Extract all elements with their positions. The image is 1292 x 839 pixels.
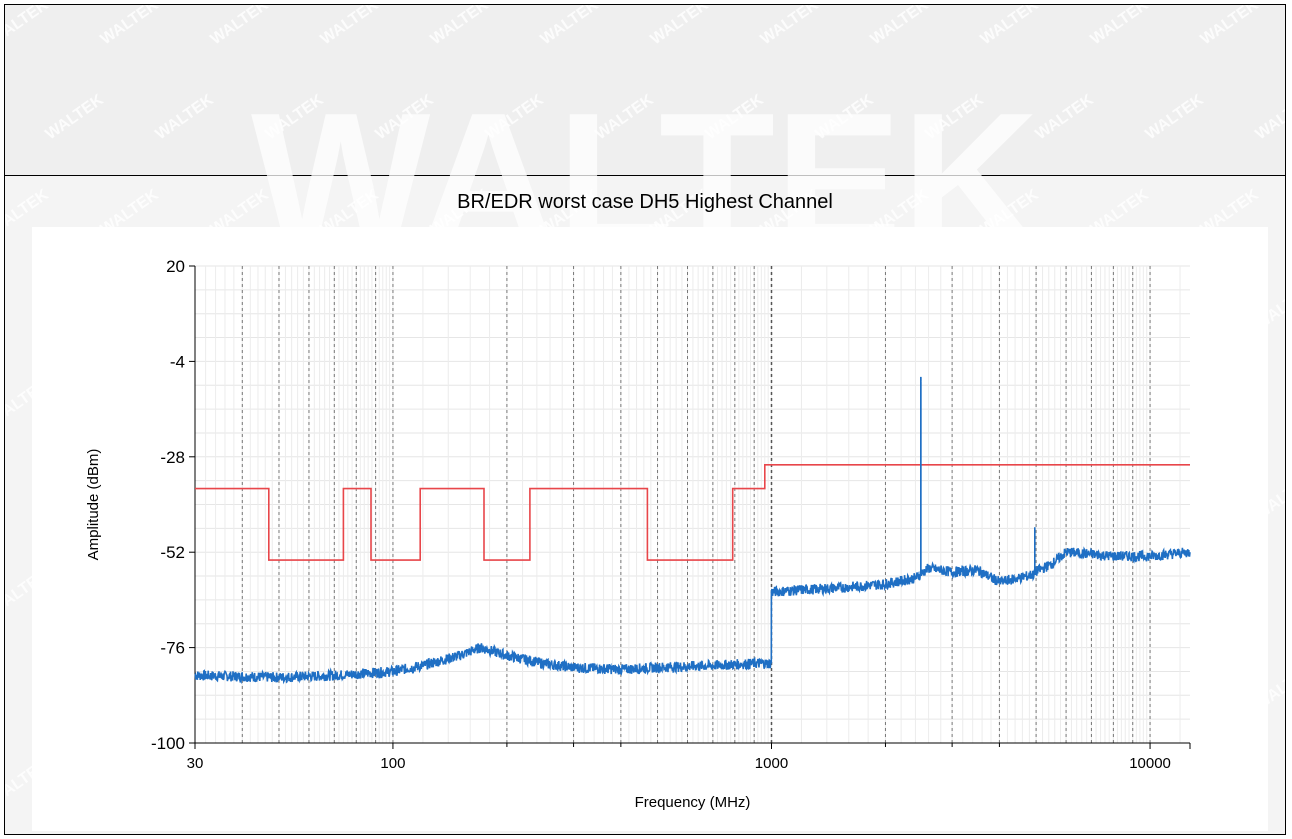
x-tick-label: 10000 [1129,755,1171,772]
y-axis-label: Amplitude (dBm) [85,449,102,561]
plot-panel: 20 -4 -28 -52 -76 -100 30 100 1000 10000 Frequency… [32,227,1268,831]
x-tick-label: 1000 [755,755,788,772]
y-tick-label: 20 [166,257,185,276]
grid [194,265,1190,744]
chart-title: BR/EDR worst case DH5 Highest Channel [457,191,833,213]
limit-line [195,464,1190,561]
y-tick-label: -4 [170,352,185,371]
trace-line [194,376,1191,685]
series-group [194,376,1191,685]
x-axis-label: Frequency (MHz) [635,794,751,811]
y-tick-label: -28 [160,448,185,467]
y-tick-label: -100 [151,734,185,753]
x-tick-label: 100 [380,755,405,772]
y-tick-label: -52 [160,543,185,562]
x-tick-label: 30 [187,755,204,772]
header-blank-cell [5,5,1285,176]
report-frame: WALTEK WALTEK WALTEK WALTEK WALTEK WALTEK WALT… [4,4,1286,835]
y-tick-label: -76 [160,639,185,658]
